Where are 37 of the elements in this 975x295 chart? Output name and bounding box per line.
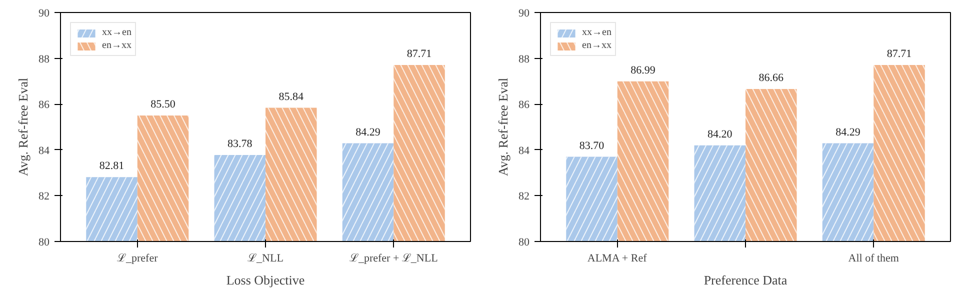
y-tick-label: 88 bbox=[38, 53, 50, 66]
x-tick-label: ℒ_prefer bbox=[117, 252, 158, 264]
y-tick-label: 90 bbox=[38, 8, 50, 20]
legend-label: en→xx bbox=[102, 40, 132, 51]
legend-label: xx→en bbox=[102, 27, 132, 38]
y-tick-label: 88 bbox=[518, 53, 530, 66]
data-label: 86.99 bbox=[630, 64, 656, 76]
y-tick-label: 82 bbox=[518, 190, 530, 203]
y-axis-title: Avg. Ref-free Eval bbox=[496, 77, 510, 176]
x-tick-label: ℒ_prefer + ℒ_NLL bbox=[349, 252, 438, 264]
x-axis-title: Preference Data bbox=[704, 272, 788, 288]
data-label: 87.71 bbox=[886, 48, 912, 60]
data-label: 83.70 bbox=[579, 140, 605, 152]
y-tick-label: 80 bbox=[518, 236, 530, 248]
y-tick-label: 80 bbox=[38, 236, 50, 248]
data-label: 86.66 bbox=[758, 72, 784, 84]
x-axis-title: Loss Objective bbox=[226, 272, 305, 288]
data-label: 84.29 bbox=[356, 126, 381, 138]
y-tick-label: 86 bbox=[518, 99, 530, 112]
y-axis-title: Avg. Ref-free Eval bbox=[16, 77, 30, 176]
legend-label: en→xx bbox=[582, 40, 612, 51]
x-tick-label: ℒ_NLL bbox=[248, 252, 284, 264]
y-tick-label: 84 bbox=[518, 144, 530, 157]
data-label: 82.81 bbox=[99, 160, 124, 172]
data-label: 85.50 bbox=[150, 98, 176, 111]
y-tick-label: 86 bbox=[38, 99, 50, 112]
y-tick-label: 84 bbox=[38, 144, 50, 157]
data-label: 85.84 bbox=[278, 90, 304, 103]
data-label: 83.78 bbox=[228, 138, 253, 150]
data-label: 87.71 bbox=[406, 48, 432, 60]
data-label: 84.20 bbox=[708, 128, 733, 140]
x-tick-label: ALMA + Ref bbox=[587, 252, 648, 264]
data-label: 84.29 bbox=[836, 126, 861, 138]
legend-label: xx→en bbox=[582, 27, 612, 38]
y-tick-label: 90 bbox=[518, 8, 530, 20]
x-tick-label: All of them bbox=[848, 252, 900, 264]
y-tick-label: 82 bbox=[38, 190, 50, 203]
